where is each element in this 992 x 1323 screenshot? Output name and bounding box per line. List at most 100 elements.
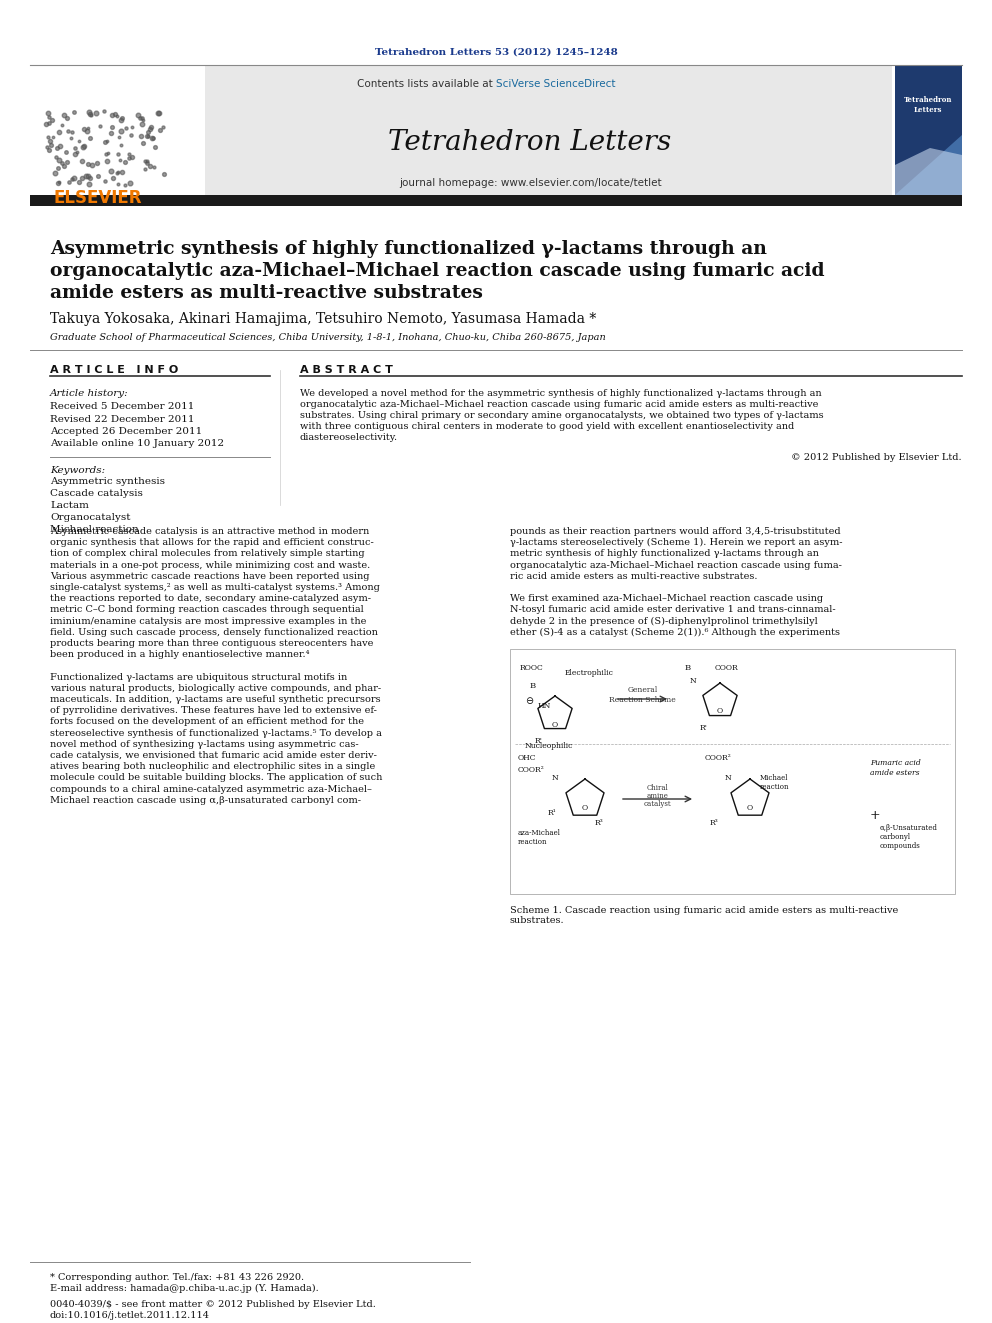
Point xyxy=(135,132,151,153)
Point xyxy=(102,160,118,181)
Point xyxy=(44,135,60,156)
Point xyxy=(117,175,133,196)
Point xyxy=(74,149,90,171)
Point xyxy=(49,147,64,168)
Point xyxy=(71,172,87,193)
Text: Michael
reaction: Michael reaction xyxy=(760,774,790,791)
Point xyxy=(80,165,96,187)
Point xyxy=(99,151,115,172)
Point xyxy=(61,171,76,192)
Point xyxy=(156,164,172,185)
Point xyxy=(75,135,91,156)
Text: COOR²: COOR² xyxy=(518,766,545,774)
Text: Reaction Scheme: Reaction Scheme xyxy=(609,696,676,704)
Text: We first examined aza-Michael–Michael reaction cascade using: We first examined aza-Michael–Michael re… xyxy=(510,594,823,603)
Text: N: N xyxy=(690,677,696,685)
Text: of pyrrolidine derivatives. These features have led to extensive ef-: of pyrrolidine derivatives. These featur… xyxy=(50,706,377,716)
Point xyxy=(52,120,67,142)
Text: amide esters as multi-reactive substrates: amide esters as multi-reactive substrate… xyxy=(50,284,483,302)
Text: carbonyl: carbonyl xyxy=(880,833,911,841)
Point xyxy=(80,102,96,123)
Point xyxy=(54,114,69,135)
Text: tion of complex chiral molecules from relatively simple starting: tion of complex chiral molecules from re… xyxy=(50,549,365,558)
Point xyxy=(151,102,167,123)
Text: been produced in a highly enantioselective manner.⁴: been produced in a highly enantioselecti… xyxy=(50,650,310,659)
Text: Contents lists available at: Contents lists available at xyxy=(357,79,496,89)
Point xyxy=(49,138,64,159)
Point xyxy=(105,167,121,188)
Point xyxy=(112,149,128,171)
Text: Functionalized γ-lactams are ubiquitous structural motifs in: Functionalized γ-lactams are ubiquitous … xyxy=(50,672,347,681)
Text: Available online 10 January 2012: Available online 10 January 2012 xyxy=(50,439,224,448)
Text: Asymmetric cascade catalysis is an attractive method in modern: Asymmetric cascade catalysis is an attra… xyxy=(50,527,369,536)
Text: OHC: OHC xyxy=(518,754,537,762)
Point xyxy=(56,156,71,177)
Point xyxy=(113,120,129,142)
Text: Asymmetric synthesis of highly functionalized γ-lactams through an: Asymmetric synthesis of highly functiona… xyxy=(50,239,767,258)
Point xyxy=(107,105,123,126)
Point xyxy=(79,118,95,139)
Point xyxy=(99,130,115,151)
Text: R': R' xyxy=(700,724,708,732)
Point xyxy=(80,153,96,175)
Bar xyxy=(510,650,955,894)
Text: novel method of synthesizing γ-lactams using asymmetric cas-: novel method of synthesizing γ-lactams u… xyxy=(50,740,359,749)
Text: organocatalytic aza-Michael–Michael reaction cascade using fumaric acid: organocatalytic aza-Michael–Michael reac… xyxy=(50,262,824,280)
Point xyxy=(124,147,140,168)
Point xyxy=(142,119,158,140)
Point xyxy=(96,101,112,122)
Polygon shape xyxy=(895,135,962,194)
Text: Electrophilic: Electrophilic xyxy=(565,669,614,677)
Text: B: B xyxy=(530,681,536,691)
Point xyxy=(113,108,129,130)
Text: γ-lactams stereoselectively (Scheme 1). Herein we report an asym-: γ-lactams stereoselectively (Scheme 1). … xyxy=(510,538,842,548)
Text: substrates. Using chiral primary or secondary amine organocatalysts, we obtained: substrates. Using chiral primary or seco… xyxy=(300,411,823,419)
Text: R¹: R¹ xyxy=(548,808,557,818)
Point xyxy=(42,106,58,127)
Polygon shape xyxy=(895,148,962,194)
Point xyxy=(134,114,150,135)
Text: Lactam: Lactam xyxy=(50,501,89,509)
Point xyxy=(140,152,156,173)
Point xyxy=(74,136,90,157)
Text: Fumaric acid: Fumaric acid xyxy=(870,759,921,767)
Point xyxy=(64,168,80,189)
Text: Graduate School of Pharmaceutical Sciences, Chiba University, 1-8-1, Inohana, Ch: Graduate School of Pharmaceutical Scienc… xyxy=(50,333,606,343)
Point xyxy=(57,105,72,126)
Text: iminium/enamine catalysis are most impressive examples in the: iminium/enamine catalysis are most impre… xyxy=(50,617,366,626)
Text: field. Using such cascade process, densely functionalized reaction: field. Using such cascade process, dense… xyxy=(50,628,378,636)
Text: amine: amine xyxy=(647,792,669,800)
Point xyxy=(156,116,172,138)
Point xyxy=(61,120,76,142)
Text: Tetrahedron Letters: Tetrahedron Letters xyxy=(389,130,672,156)
Text: Nucleophilic: Nucleophilic xyxy=(525,742,573,750)
Point xyxy=(110,173,126,194)
Point xyxy=(137,159,153,180)
Point xyxy=(109,106,125,127)
Text: dehyde 2 in the presence of (S)-diphenylprolinol trimethylsilyl: dehyde 2 in the presence of (S)-diphenyl… xyxy=(510,617,817,626)
Text: organocatalytic aza-Michael–Michael reaction cascade using fumaric acid amide es: organocatalytic aza-Michael–Michael reac… xyxy=(300,400,818,409)
Text: with three contiguous chiral centers in moderate to good yield with excellent en: with three contiguous chiral centers in … xyxy=(300,422,795,431)
Point xyxy=(133,126,149,147)
Point xyxy=(140,122,156,143)
Point xyxy=(113,108,129,130)
Point xyxy=(103,123,119,144)
Text: Michael reaction: Michael reaction xyxy=(50,525,139,534)
Point xyxy=(137,151,153,172)
Text: molecule could be suitable building blocks. The application of such: molecule could be suitable building bloc… xyxy=(50,774,382,782)
Text: organocatalytic aza-Michael–Michael reaction cascade using fuma-: organocatalytic aza-Michael–Michael reac… xyxy=(510,561,842,570)
Point xyxy=(53,135,68,156)
Point xyxy=(144,127,160,148)
Bar xyxy=(30,65,205,194)
Text: diastereoselectivity.: diastereoselectivity. xyxy=(300,433,398,442)
Point xyxy=(71,130,87,151)
Text: O: O xyxy=(582,804,588,812)
Point xyxy=(125,116,141,138)
Text: atives bearing both nucleophilic and electrophilic sites in a single: atives bearing both nucleophilic and ele… xyxy=(50,762,375,771)
Point xyxy=(147,136,163,157)
Text: aza-Michael: aza-Michael xyxy=(518,830,560,837)
Text: E-mail address: hamada@p.chiba-u.ac.jp (Y. Hamada).: E-mail address: hamada@p.chiba-u.ac.jp (… xyxy=(50,1285,318,1293)
Point xyxy=(140,124,156,146)
Text: single-catalyst systems,² as well as multi-catalyst systems.³ Among: single-catalyst systems,² as well as mul… xyxy=(50,583,380,591)
Point xyxy=(104,116,120,138)
